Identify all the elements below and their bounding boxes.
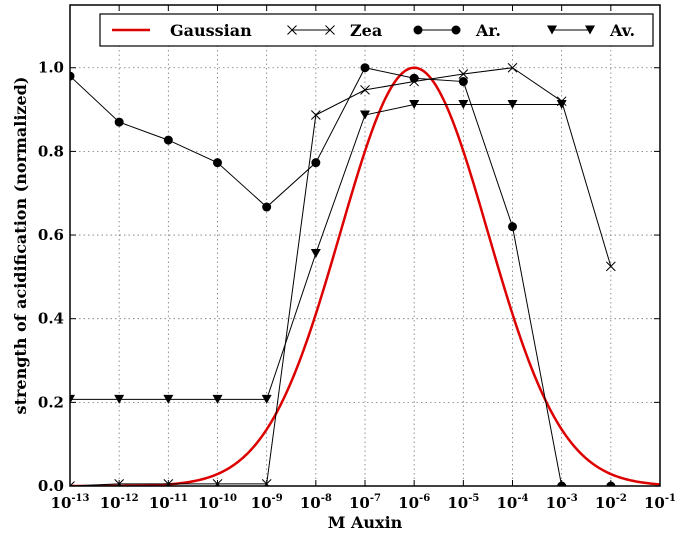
series-zea-marker — [360, 85, 370, 95]
legend-zea-marker — [287, 25, 297, 35]
legend-ar-entry: Ar. — [413, 21, 501, 40]
axis-ticks: 10-13 10-12 10-11 10-10 10-9 10-8 10-7 10-6 10-5… — [38, 5, 676, 512]
legend-zea-marker-stroke — [287, 25, 297, 35]
y-tick-label: 1.0 — [38, 59, 64, 77]
series-av-marker — [114, 394, 125, 404]
x-tick-label: 10-8 — [300, 493, 332, 512]
series-ar-marker — [458, 77, 468, 87]
x-tick-label: 10-3 — [546, 493, 578, 512]
series-ar-marker — [311, 158, 321, 168]
legend-zea-label: Zea — [350, 21, 382, 40]
series-zea-marker-stroke — [458, 69, 469, 79]
legend-zea-entry: Zea — [287, 21, 382, 40]
legend-av-label: Av. — [609, 21, 635, 40]
legend-zea-marker-stroke — [325, 25, 335, 35]
series-zea-marker-stroke — [605, 261, 616, 272]
series-av-marker — [458, 100, 469, 110]
y-tick-label: 0.0 — [38, 477, 64, 495]
legend-ar-marker — [451, 25, 461, 35]
series-ar-marker — [114, 117, 124, 127]
grid — [70, 5, 660, 486]
x-tick-label: 10-10 — [198, 493, 237, 512]
series-av-marker — [556, 100, 567, 110]
series-av-marker — [163, 394, 174, 404]
x-tick-label: 10-12 — [100, 493, 139, 512]
series-av-marker — [261, 394, 272, 404]
legend-ar-label: Ar. — [475, 21, 501, 40]
series-gaussian-line — [70, 66, 660, 486]
x-tick-label: 10-1 — [644, 493, 676, 512]
legend-ar-marker — [413, 25, 423, 35]
series-zea-marker-stroke — [70, 481, 75, 486]
series-zea-marker — [70, 481, 75, 486]
legend-zea-marker — [325, 25, 335, 35]
series-zea-marker — [458, 69, 469, 79]
x-tick-label: 10-7 — [349, 493, 381, 512]
legend-gaussian-entry: Gaussian — [112, 21, 252, 40]
series-av-marker — [310, 248, 321, 258]
series-av-marker — [212, 394, 223, 404]
series-zea-marker-stroke — [507, 62, 518, 73]
series-ar-marker — [360, 63, 370, 73]
x-tick-label: 10-6 — [398, 493, 430, 512]
y-tick-label: 0.2 — [38, 393, 64, 411]
gaussian-series — [70, 66, 660, 486]
legend-av-entry: Av. — [547, 21, 635, 40]
legend-gaussian-label: Gaussian — [170, 21, 252, 40]
y-tick-label: 0.6 — [38, 226, 64, 244]
series-av-marker — [507, 100, 518, 110]
x-tick-label: 10-13 — [51, 493, 90, 512]
series-ar-line — [70, 67, 611, 486]
legend-av-marker — [585, 25, 595, 35]
series-ar-marker — [262, 202, 272, 212]
series-ar-marker — [213, 158, 222, 168]
y-tick-label: 0.8 — [38, 142, 64, 160]
x-tick-label: 10-4 — [497, 493, 529, 512]
legend-av-marker — [547, 25, 557, 35]
series-ar-marker — [409, 73, 419, 83]
series-zea-marker — [507, 62, 518, 73]
x-axis-title: M Auxin — [328, 513, 403, 532]
data-series — [70, 62, 616, 486]
series-zea-line — [70, 67, 612, 486]
series-zea-marker-stroke — [310, 110, 321, 120]
legend: Gaussian Zea Ar. Av. — [99, 13, 654, 47]
series-ar-marker — [508, 222, 517, 232]
y-axis-title: strength of acidification (normalized) — [11, 77, 30, 415]
series-av-marker — [409, 100, 420, 110]
x-tick-label: 10-11 — [149, 493, 188, 512]
series-ar-marker — [163, 135, 173, 145]
series-zea-marker — [605, 261, 616, 272]
series-av-marker — [360, 110, 370, 120]
series-zea-marker — [310, 110, 321, 120]
y-tick-label: 0.4 — [38, 310, 64, 328]
x-tick-label: 10-2 — [595, 493, 627, 512]
series-av-marker — [70, 394, 75, 404]
x-tick-label: 10-9 — [251, 493, 283, 512]
x-tick-label: 10-5 — [447, 493, 479, 512]
series-zea-marker-stroke — [360, 85, 370, 95]
series-ar-marker — [70, 71, 75, 81]
